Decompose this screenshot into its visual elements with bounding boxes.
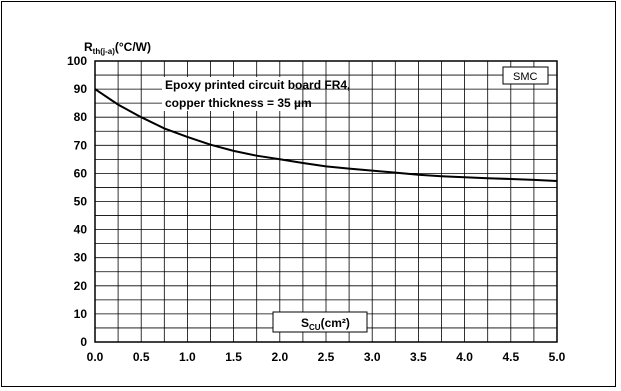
y-tick-label: 90 (74, 82, 88, 96)
y-tick-label: 70 (74, 138, 88, 152)
y-axis-ticks: 0 10 20 30 40 50 60 70 80 90 100 (67, 54, 87, 349)
x-tick-label: 1.5 (225, 350, 242, 364)
x-tick-label: 0.0 (87, 350, 104, 364)
y-tick-label: 60 (74, 166, 88, 180)
y-tick-label: 80 (74, 110, 88, 124)
x-tick-label: 1.0 (179, 350, 196, 364)
x-tick-label: 3.5 (410, 350, 427, 364)
x-axis-label: SCU(cm²) (272, 311, 368, 333)
y-tick-label: 40 (74, 223, 88, 237)
y-tick-label: 50 (74, 195, 88, 209)
package-tag-text: SMC (513, 71, 538, 83)
y-tick-label: 100 (67, 54, 87, 68)
package-tag: SMC (502, 66, 549, 85)
x-tick-label: 4.5 (502, 350, 519, 364)
series-line (94, 88, 558, 182)
y-tick-label: 20 (74, 279, 88, 293)
y-tick-label: 10 (74, 307, 88, 321)
x-axis-ticks: 0.0 0.5 1.0 1.5 2.0 2.5 3.0 3.5 4.0 4.5 5.0 (87, 350, 566, 364)
x-label-sub: CU (309, 323, 321, 332)
x-label-unit: (cm²) (321, 316, 350, 330)
y-tick-label: 30 (74, 251, 88, 265)
x-tick-label: 0.5 (133, 350, 150, 364)
x-label-main: S (301, 316, 309, 330)
svg-text:SCU(cm²): SCU(cm²) (301, 316, 350, 332)
annotation-line-1: Epoxy printed circuit board FR4, (165, 78, 350, 92)
y-label-main: R (84, 40, 93, 54)
x-tick-label: 4.0 (456, 350, 473, 364)
svg-text:Rth(j-a)(°C/W): Rth(j-a)(°C/W) (84, 40, 151, 56)
y-axis-label: Rth(j-a)(°C/W) (80, 38, 158, 56)
plot-area-border (94, 60, 558, 343)
annotation-line-2: copper thickness = 35 µm (165, 96, 312, 110)
x-tick-label: 2.5 (318, 350, 335, 364)
x-tick-label: 3.0 (364, 350, 381, 364)
x-tick-label: 5.0 (549, 350, 566, 364)
annotation: Epoxy printed circuit board FR4, copper … (162, 77, 350, 111)
y-tick-label: 0 (80, 335, 87, 349)
x-tick-label: 2.0 (271, 350, 288, 364)
y-label-sub: th(j-a) (93, 47, 116, 56)
y-label-unit: (°C/W) (115, 40, 151, 54)
